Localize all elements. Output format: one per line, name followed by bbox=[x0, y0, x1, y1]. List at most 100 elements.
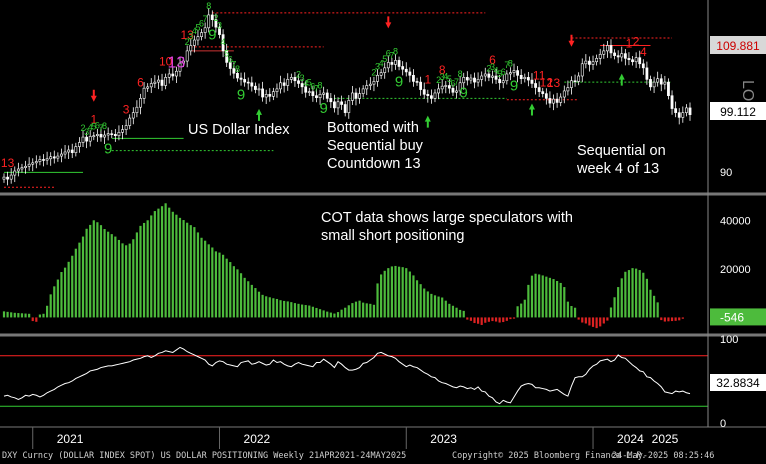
cot-bar bbox=[527, 284, 530, 318]
cot-bar bbox=[484, 317, 487, 323]
price-candle bbox=[447, 85, 451, 89]
cot-bar bbox=[60, 272, 63, 318]
price-candle bbox=[31, 162, 35, 165]
setup-sequence-digit: 8 bbox=[235, 64, 240, 74]
cot-bar bbox=[304, 305, 307, 318]
footer-copyright: Copyright© 2025 Bloomberg Finance L.P. bbox=[452, 451, 647, 461]
price-candle bbox=[56, 155, 60, 159]
price-candle bbox=[300, 83, 304, 88]
price-candle bbox=[6, 176, 9, 180]
price-candle bbox=[304, 86, 308, 93]
cot-bar bbox=[645, 278, 649, 318]
cot-bar bbox=[512, 317, 516, 319]
cot-bar bbox=[624, 271, 627, 318]
cot-bar bbox=[617, 287, 620, 318]
cot-bar bbox=[139, 225, 142, 318]
setup-count-label: 13 bbox=[167, 54, 185, 71]
price-candle bbox=[638, 57, 642, 65]
price-candle bbox=[142, 87, 146, 99]
price-candle bbox=[34, 161, 38, 164]
current-price-tag-bg bbox=[710, 102, 766, 120]
cot-bar bbox=[24, 313, 27, 318]
cot-bar bbox=[247, 281, 250, 318]
cot-bar bbox=[678, 317, 681, 321]
cot-bar bbox=[347, 305, 350, 318]
cot-bar bbox=[125, 245, 128, 318]
price-candle bbox=[444, 85, 448, 87]
price-candle bbox=[465, 77, 469, 81]
footer-timestamp: 24-May-2025 08:25:46 bbox=[612, 451, 715, 461]
price-candle bbox=[99, 134, 103, 138]
price-candle bbox=[462, 77, 466, 84]
setup-sequence-digit: 2 bbox=[185, 37, 190, 47]
price-candle bbox=[315, 95, 318, 99]
price-tick-label: 90 bbox=[720, 167, 732, 179]
price-candle bbox=[9, 174, 13, 180]
price-candle bbox=[42, 159, 45, 161]
cot-bar bbox=[502, 317, 505, 323]
cot-last-tag: -546 bbox=[720, 310, 744, 324]
cot-bar bbox=[157, 208, 160, 318]
price-candle bbox=[343, 104, 347, 113]
cot-bar bbox=[121, 243, 124, 318]
setup-sequence-digit: 3 bbox=[217, 21, 222, 31]
price-candle bbox=[264, 94, 268, 98]
price-candle bbox=[135, 106, 139, 113]
price-candle bbox=[279, 82, 282, 90]
price-candle bbox=[376, 75, 379, 82]
setup-count-label: 9 bbox=[395, 74, 403, 91]
price-candle bbox=[236, 72, 239, 79]
cot-bar bbox=[243, 277, 246, 318]
cot-bar bbox=[279, 300, 282, 318]
cot-bar bbox=[99, 225, 103, 318]
price-candle bbox=[333, 101, 336, 109]
cot-bar bbox=[491, 317, 494, 322]
cot-bar bbox=[110, 234, 113, 318]
cot-bar bbox=[322, 310, 325, 318]
cot-bar bbox=[214, 251, 218, 318]
setup-count-label: 13 bbox=[1, 156, 15, 170]
price-candle bbox=[379, 72, 383, 76]
setup-sequence-digit: 7 bbox=[231, 59, 236, 69]
cot-bar bbox=[128, 243, 131, 318]
setup-sequence-digit: 5 bbox=[224, 48, 229, 58]
price-candle bbox=[124, 125, 128, 130]
buy-arrow-icon bbox=[618, 73, 625, 86]
cot-bar bbox=[584, 317, 587, 324]
price-candle bbox=[537, 87, 541, 92]
current-price-tag: 99.112 bbox=[720, 105, 756, 119]
cot-bar bbox=[175, 214, 178, 318]
price-candle bbox=[178, 62, 182, 72]
price-candle bbox=[27, 163, 31, 167]
cot-bar bbox=[146, 220, 149, 318]
cot-bar bbox=[92, 220, 95, 318]
cot-bar bbox=[78, 242, 81, 318]
cot-bar bbox=[520, 303, 523, 318]
cot-bar bbox=[326, 311, 329, 318]
cot-bar bbox=[81, 236, 85, 318]
price-candle bbox=[182, 60, 185, 64]
price-candle bbox=[110, 133, 114, 135]
buy-arrow-icon bbox=[528, 103, 535, 116]
price-candle bbox=[78, 142, 81, 147]
osc-tick-label: 0 bbox=[720, 418, 726, 430]
cot-bar bbox=[290, 302, 293, 318]
price-candle bbox=[63, 151, 67, 155]
price-candle bbox=[386, 62, 390, 69]
price-candle bbox=[620, 53, 624, 58]
price-candle bbox=[451, 87, 455, 93]
price-candle bbox=[498, 79, 502, 84]
price-candle bbox=[174, 70, 178, 77]
setup-sequence-digit: 8 bbox=[206, 1, 211, 11]
cot-bar bbox=[186, 222, 189, 318]
price-candle bbox=[95, 134, 99, 137]
cot-bar bbox=[455, 307, 458, 318]
last-price-tag: 109.881 bbox=[716, 39, 760, 53]
cot-tick-label: 40000 bbox=[720, 215, 751, 227]
cot-bar bbox=[405, 268, 408, 318]
price-candle bbox=[185, 50, 189, 62]
price-candle bbox=[128, 117, 132, 126]
price-candle bbox=[203, 27, 207, 33]
price-candle bbox=[501, 80, 505, 84]
price-candle bbox=[354, 92, 358, 99]
